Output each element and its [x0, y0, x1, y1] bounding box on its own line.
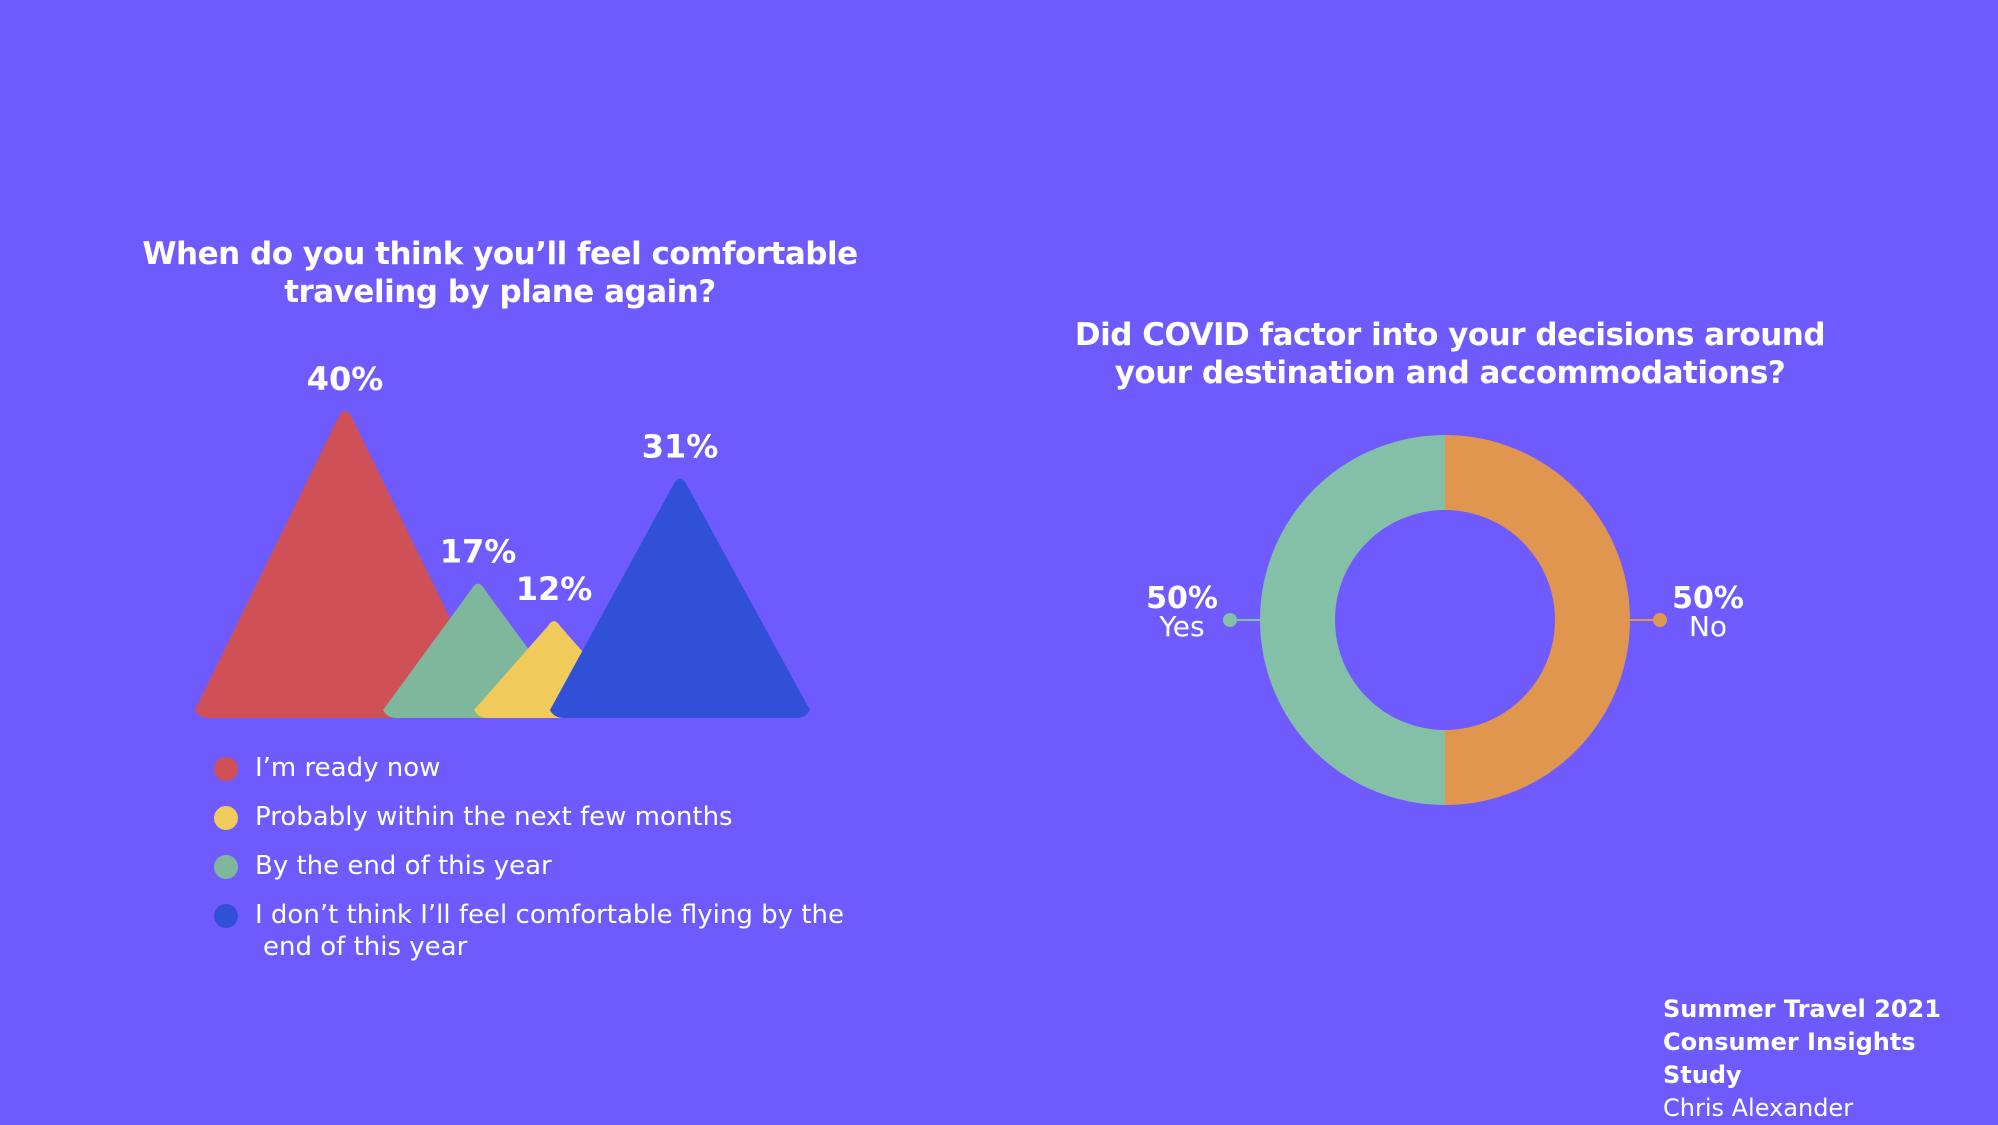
- footer-author: Chris Alexander: [1663, 1094, 1854, 1122]
- legend-item: I’m ready now: [210, 752, 870, 784]
- left-chart-title: When do you think you’ll feel comfortabl…: [142, 236, 858, 310]
- slice-name-label: Yes: [1158, 610, 1204, 643]
- legend-label: Probably within the next few months: [255, 802, 733, 832]
- mountain-peak: [550, 478, 810, 718]
- legend-item: By the end of this year: [210, 850, 870, 882]
- footer: Summer Travel 2021 Consumer Insights Stu…: [1663, 993, 1998, 1125]
- mountain-chart: 40% 17%12% 31%: [195, 360, 810, 718]
- data-label: 40%: [307, 360, 384, 398]
- donut-slice: [1260, 435, 1445, 805]
- legend-label: I’m ready now: [255, 753, 441, 783]
- legend-marker: [214, 904, 238, 928]
- slice-name-label: No: [1689, 610, 1727, 643]
- data-label: 12%: [516, 570, 593, 608]
- slice-value-label: 50%: [1146, 581, 1218, 616]
- legend-marker: [214, 806, 238, 830]
- legend-item: Probably within the next few months: [210, 801, 870, 833]
- left-chart-legend: I’m ready now Probably within the next f…: [210, 752, 870, 980]
- donut-slice: [1445, 435, 1630, 805]
- slice-value-label: 50%: [1672, 581, 1744, 616]
- leader-dot: [1223, 613, 1237, 627]
- legend-marker: [214, 855, 238, 879]
- footer-title: Summer Travel 2021: [1663, 995, 1941, 1023]
- mountain-peak: [195, 411, 495, 718]
- data-label: 31%: [642, 428, 719, 466]
- footer-subtitle: Consumer Insights Study: [1663, 1028, 1916, 1089]
- legend-label: By the end of this year: [255, 851, 552, 881]
- legend-label-continued: end of this year: [263, 932, 468, 962]
- right-chart-title: Did COVID factor into your decisions aro…: [1074, 317, 1826, 391]
- legend-item: I don’t think I’ll feel comfortable flyi…: [210, 899, 870, 963]
- leader-dot: [1653, 613, 1667, 627]
- legend-label: I don’t think I’ll feel comfortable flyi…: [255, 900, 844, 930]
- data-label: 17%: [440, 533, 517, 571]
- legend-marker: [214, 757, 238, 781]
